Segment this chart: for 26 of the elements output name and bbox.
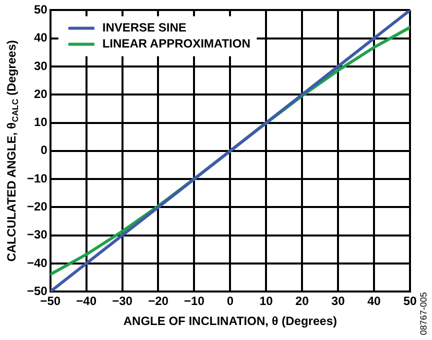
x-axis-title: ANGLE OF INCLINATION, θ (Degrees) [123, 314, 337, 328]
y-tick-label: −50 [26, 284, 48, 298]
y-tick-label: −30 [26, 228, 48, 242]
legend-label: INVERSE SINE [102, 20, 186, 35]
y-tick-label: 0 [40, 143, 48, 158]
y-tick-label: −20 [26, 199, 48, 214]
y-axis-title: CALCULATED ANGLE, θCALC (Degrees) [4, 40, 20, 262]
y-tick-label: −10 [26, 171, 48, 186]
x-tick-label: 50 [403, 294, 417, 308]
x-tick-label: 0 [226, 294, 234, 308]
y-tick-label: 30 [34, 58, 48, 73]
x-tick-label: 30 [331, 294, 346, 308]
x-tick-label: 10 [259, 294, 274, 308]
y-tick-label: 50 [34, 2, 48, 17]
x-tick-label: −30 [112, 294, 133, 308]
y-tick-label: 20 [34, 86, 48, 101]
text: 08767-005 [418, 292, 428, 336]
x-tick-label: 20 [295, 294, 310, 308]
y-tick-label: 40 [34, 30, 48, 45]
x-tick-label: 40 [367, 294, 382, 308]
legend-label: LINEAR APPROXIMATION [102, 36, 250, 51]
x-tick-label: −40 [76, 294, 97, 308]
y-tick-label: 10 [34, 115, 48, 130]
y-tick-label: −40 [26, 256, 48, 270]
x-tick-label: −10 [184, 294, 205, 308]
x-tick-label: −20 [148, 294, 169, 308]
